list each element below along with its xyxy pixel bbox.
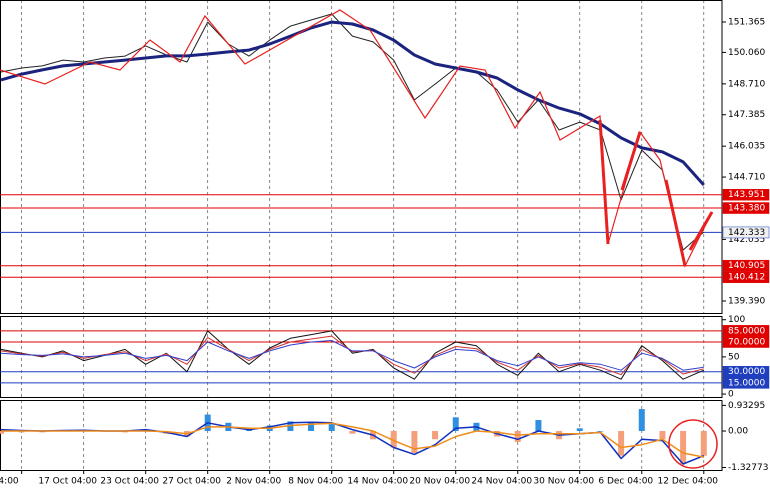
panel-frame <box>0 400 723 471</box>
histogram-bar <box>432 431 439 440</box>
y-tick-label: 0.00 <box>728 427 748 437</box>
x-tick-label: 30 Nov 04:00 <box>533 477 594 487</box>
x-tick-label: 24 Nov 04:00 <box>471 477 532 487</box>
histogram-bar <box>535 420 542 432</box>
y-tick-label: 147.385 <box>728 110 765 120</box>
series-line <box>0 20 705 187</box>
histogram-bar <box>638 409 645 432</box>
level-label: 140.412 <box>728 273 765 283</box>
arrow <box>688 211 714 251</box>
level-box <box>722 271 770 283</box>
series-line <box>0 340 704 371</box>
y-tick-label: 151.365 <box>728 17 765 27</box>
level-label: 143.951 <box>728 190 765 200</box>
y-tick-label: -1.32773 <box>728 463 768 473</box>
level-label: 143.380 <box>728 204 765 214</box>
histogram-bar <box>618 431 625 456</box>
level-box <box>722 336 770 348</box>
level-label: 70.0000 <box>728 338 765 348</box>
x-tick-label: 27 Oct 04:00 <box>162 477 221 487</box>
histogram-bar <box>680 431 687 464</box>
x-tick-label: 8 Nov 04:00 <box>288 477 343 487</box>
y-tick-label: 100 <box>728 315 745 325</box>
level-box <box>722 377 770 389</box>
arrow <box>620 131 642 191</box>
y-tick-label: 142.035 <box>728 235 765 245</box>
histogram-bar <box>349 431 356 434</box>
level-label: 30.0000 <box>728 367 765 377</box>
level-box <box>722 188 770 201</box>
x-tick-label: 04:00 <box>0 477 19 487</box>
histogram-bar <box>411 431 418 453</box>
histogram-bar <box>308 422 315 432</box>
x-tick-label: 23 Oct 04:00 <box>100 477 159 487</box>
histogram-bar <box>597 431 604 432</box>
level-label: 85.0000 <box>728 326 765 336</box>
level-label: 140.905 <box>728 261 765 271</box>
histogram-bar <box>576 428 583 432</box>
panel-frame <box>0 0 723 314</box>
x-tick-label: 12 Dec 04:00 <box>658 477 719 487</box>
histogram-bar <box>0 431 4 434</box>
level-label: 142.333 <box>728 228 765 238</box>
y-tick-label: 148.710 <box>728 79 765 89</box>
y-tick-label: 139.390 <box>728 297 765 307</box>
level-box <box>722 226 770 239</box>
series-line <box>0 335 704 376</box>
series-line <box>0 13 705 251</box>
level-box <box>722 202 770 214</box>
histogram-bar <box>514 431 521 442</box>
highlight-circle <box>668 419 718 469</box>
series-line <box>0 330 704 380</box>
y-tick-label: 50 <box>728 352 740 362</box>
arrow <box>664 179 687 267</box>
histogram-bar <box>700 431 707 456</box>
arrow <box>598 119 610 245</box>
x-tick-label: 17 Oct 04:00 <box>38 477 97 487</box>
y-tick-label: 146.035 <box>728 142 765 152</box>
annotations <box>0 9 718 469</box>
y-tick-label: 0.93295 <box>728 401 765 411</box>
x-tick-label: 2 Nov 04:00 <box>226 477 281 487</box>
x-tick-label: 20 Nov 04:00 <box>409 477 470 487</box>
histogram-bar <box>452 417 459 432</box>
series-line <box>1 422 704 458</box>
level-box <box>722 259 770 272</box>
y-tick-label: 0 <box>728 390 734 400</box>
histogram-bar <box>390 431 397 448</box>
level-label: 15.0000 <box>728 378 765 388</box>
x-tick-label: 6 Dec 04:00 <box>598 477 653 487</box>
histogram-bar <box>328 424 335 432</box>
y-tick-label: 144.710 <box>728 173 765 183</box>
histogram-bar <box>659 431 666 440</box>
x-tick-label: 14 Nov 04:00 <box>347 477 408 487</box>
y-tick-label: 150.060 <box>728 48 765 58</box>
